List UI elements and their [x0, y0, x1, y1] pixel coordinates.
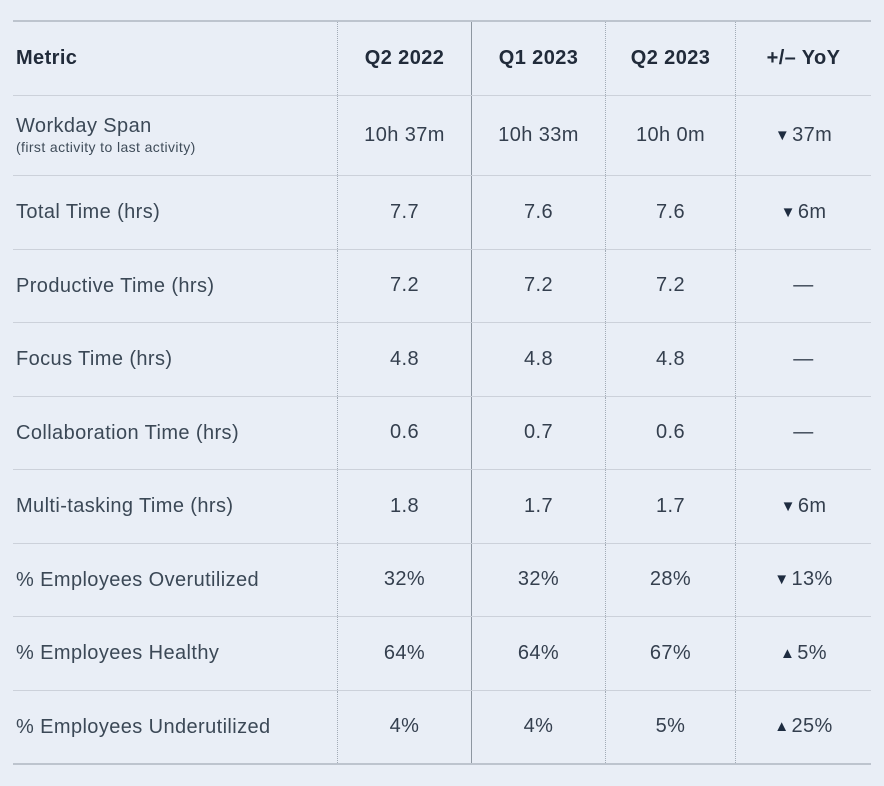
- yoy-value: 25%: [791, 715, 833, 738]
- table-row-productive-time: Productive Time (hrs) 7.2 7.2 7.2 —: [13, 248, 871, 323]
- column-header-yoy: +/– YoY: [735, 22, 871, 95]
- yoy-cell: ▼ 6m: [735, 470, 871, 543]
- value-q1-2023: 7.2: [471, 249, 605, 322]
- table-row-employees-healthy: % Employees Healthy 64% 64% 67% ▲ 5%: [13, 616, 871, 690]
- value-q2-2022: 4.8: [337, 323, 471, 396]
- yoy-value: —: [793, 347, 814, 370]
- metric-label: Multi-tasking Time (hrs): [16, 495, 234, 518]
- value-q2-2022: 32%: [337, 543, 471, 616]
- metric-label: % Employees Overutilized: [16, 568, 260, 591]
- metric-cell: Focus Time (hrs): [13, 323, 337, 396]
- yoy-value: 13%: [791, 568, 833, 591]
- column-header-q2-2023: Q2 2023: [605, 22, 735, 95]
- metric-label: Total Time (hrs): [16, 201, 161, 224]
- trend-up-icon: ▲: [774, 718, 790, 736]
- metric-cell: Multi-tasking Time (hrs): [13, 470, 337, 543]
- yoy-cell: ▼ 13%: [735, 543, 871, 616]
- value-q2-2022: 7.2: [337, 249, 471, 322]
- metric-cell: % Employees Overutilized: [13, 544, 337, 617]
- value-q2-2023: 67%: [605, 617, 735, 690]
- table-row-workday-span: Workday Span (first activity to last act…: [13, 95, 871, 175]
- table-row-employees-underutilized: % Employees Underutilized 4% 4% 5% ▲ 25%: [13, 689, 871, 764]
- table-row-focus-time: Focus Time (hrs) 4.8 4.8 4.8 —: [13, 322, 871, 396]
- metrics-benchmark-table: Metric Q2 2022 Q1 2023 Q2 2023 +/– YoY W…: [13, 20, 871, 765]
- value-q2-2023: 5%: [605, 690, 735, 763]
- trend-up-icon: ▲: [780, 644, 796, 662]
- table-row-employees-overutilized: % Employees Overutilized 32% 32% 28% ▼ 13…: [13, 542, 871, 617]
- metric-cell: Productive Time (hrs): [13, 250, 337, 323]
- yoy-cell: —: [735, 323, 871, 396]
- table-header-row: Metric Q2 2022 Q1 2023 Q2 2023 +/– YoY: [13, 22, 871, 95]
- value-q1-2023: 4.8: [471, 323, 605, 396]
- value-q1-2023: 64%: [471, 617, 605, 690]
- yoy-cell: —: [735, 396, 871, 469]
- metric-label: Productive Time (hrs): [16, 274, 215, 297]
- metric-label: % Employees Healthy: [16, 642, 220, 665]
- trend-down-icon: ▼: [780, 203, 796, 221]
- value-q2-2023: 28%: [605, 543, 735, 616]
- value-q1-2023: 0.7: [471, 396, 605, 469]
- value-q1-2023: 32%: [471, 543, 605, 616]
- value-q2-2023: 0.6: [605, 396, 735, 469]
- metric-sublabel: (first activity to last activity): [16, 139, 196, 156]
- column-header-metric: Metric: [16, 47, 78, 69]
- yoy-cell: ▲ 25%: [735, 690, 871, 763]
- table-row-total-time: Total Time (hrs) 7.7 7.6 7.6 ▼ 6m: [13, 175, 871, 249]
- value-q1-2023: 4%: [471, 690, 605, 763]
- metric-label: % Employees Underutilized: [16, 715, 271, 738]
- yoy-cell: ▼ 6m: [735, 176, 871, 249]
- value-q2-2022: 4%: [337, 690, 471, 763]
- value-q2-2023: 4.8: [605, 323, 735, 396]
- table-row-collaboration-time: Collaboration Time (hrs) 0.6 0.7 0.6 —: [13, 395, 871, 470]
- value-q1-2023: 1.7: [471, 470, 605, 543]
- metric-label: Workday Span: [16, 115, 152, 138]
- yoy-cell: ▲ 5%: [735, 617, 871, 690]
- value-q2-2022: 7.7: [337, 176, 471, 249]
- yoy-cell: ▼ 37m: [735, 96, 871, 175]
- yoy-value: —: [793, 274, 814, 297]
- yoy-value: 6m: [797, 494, 827, 517]
- metric-cell: Collaboration Time (hrs): [13, 397, 337, 470]
- value-q2-2023: 7.2: [605, 249, 735, 322]
- yoy-value: —: [793, 421, 814, 444]
- yoy-cell: —: [735, 249, 871, 322]
- trend-down-icon: ▼: [774, 127, 791, 144]
- value-q2-2023: 10h 0m: [605, 96, 735, 175]
- value-q2-2022: 64%: [337, 617, 471, 690]
- column-header-q1-2023: Q1 2023: [471, 22, 605, 95]
- value-q1-2023: 10h 33m: [471, 96, 605, 175]
- metric-label: Collaboration Time (hrs): [16, 421, 240, 444]
- value-q2-2022: 10h 37m: [337, 96, 471, 175]
- yoy-value: 37m: [792, 124, 833, 146]
- yoy-value: 6m: [797, 200, 827, 223]
- trend-down-icon: ▼: [774, 571, 790, 589]
- metric-cell: Workday Span (first activity to last act…: [13, 96, 337, 175]
- value-q1-2023: 7.6: [471, 176, 605, 249]
- metric-label: Focus Time (hrs): [16, 348, 173, 371]
- value-q2-2023: 7.6: [605, 176, 735, 249]
- metric-cell: % Employees Healthy: [13, 617, 337, 690]
- column-header-q2-2022: Q2 2022: [337, 22, 471, 95]
- value-q2-2022: 0.6: [337, 396, 471, 469]
- metric-cell: % Employees Underutilized: [13, 691, 337, 764]
- trend-down-icon: ▼: [780, 497, 796, 515]
- value-q2-2023: 1.7: [605, 470, 735, 543]
- yoy-value: 5%: [797, 641, 827, 664]
- table-row-multitasking-time: Multi-tasking Time (hrs) 1.8 1.7 1.7 ▼ 6m: [13, 469, 871, 543]
- value-q2-2022: 1.8: [337, 470, 471, 543]
- metric-cell: Total Time (hrs): [13, 176, 337, 249]
